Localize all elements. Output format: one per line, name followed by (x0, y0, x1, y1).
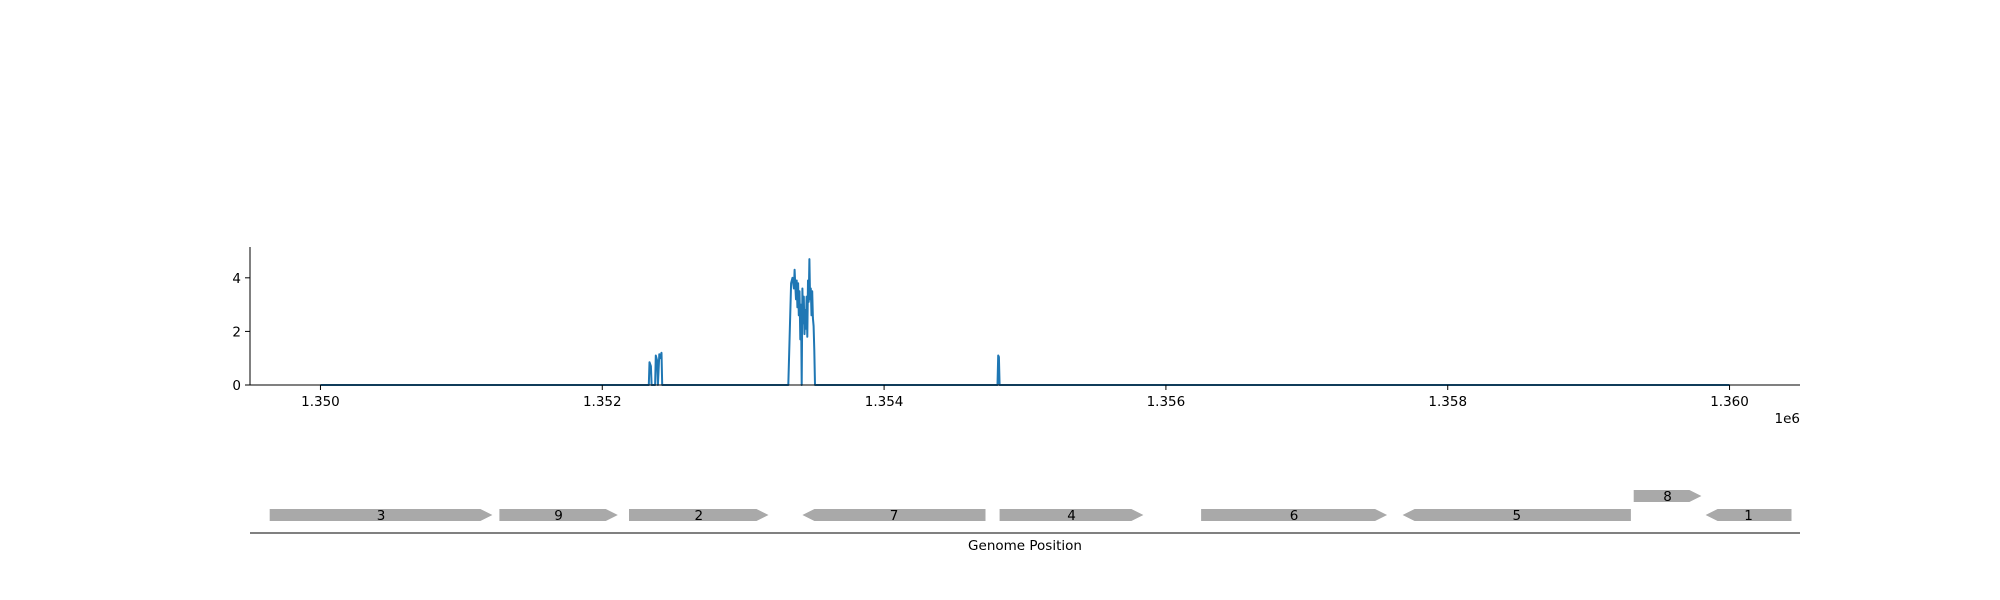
x-tick-label: 1.350 (301, 394, 340, 410)
x-tick-label: 1.356 (1147, 394, 1186, 410)
y-tick-label: 2 (232, 324, 241, 340)
x-tick-label: 1.354 (865, 394, 904, 410)
gene-arrow-7 (802, 509, 986, 521)
gene-label: 2 (695, 508, 704, 524)
gene-label: 3 (377, 508, 386, 524)
gene-label: 8 (1663, 489, 1672, 505)
y-tick-label: 0 (232, 378, 241, 394)
x-axis-title: Genome Position (968, 538, 1082, 554)
gene-arrow-9 (499, 509, 618, 521)
gene-arrow-3 (269, 509, 493, 521)
gene-arrow-4 (999, 509, 1144, 521)
gene-label: 4 (1067, 508, 1076, 524)
y-tick-label: 4 (232, 271, 241, 287)
gene-arrow-6 (1201, 509, 1388, 521)
x-axis-ticks: 1.350 1.352 1.354 1.356 1.358 1.360 (301, 385, 1749, 410)
gene-arrow-5 (1402, 509, 1631, 521)
gene-label: 5 (1513, 508, 1522, 524)
x-tick-label: 1.352 (583, 394, 622, 410)
x-axis-offset-label: 1e6 (1775, 411, 1800, 427)
gene-label: 1 (1744, 508, 1753, 524)
gene-label: 6 (1290, 508, 1299, 524)
gene-arrow-8 (1633, 490, 1702, 502)
coverage-series-line (320, 258, 1730, 386)
x-tick-label: 1.360 (1710, 394, 1749, 410)
coverage-plot: 1.350 1.352 1.354 1.356 1.358 1.360 0 2 4 1e6 (232, 247, 1800, 427)
y-axis-ticks: 0 2 4 (232, 271, 250, 394)
gene-track: 3 9 2 7 4 6 5 8 1 Genome Position (250, 489, 1800, 554)
gene-arrow-2 (629, 509, 769, 521)
gene-label: 9 (554, 508, 563, 524)
gene-arrows: 3 9 2 7 4 6 5 8 1 (269, 489, 1792, 524)
gene-label: 7 (890, 508, 899, 524)
x-tick-label: 1.358 (1428, 394, 1467, 410)
gene-arrow-1 (1705, 509, 1792, 521)
